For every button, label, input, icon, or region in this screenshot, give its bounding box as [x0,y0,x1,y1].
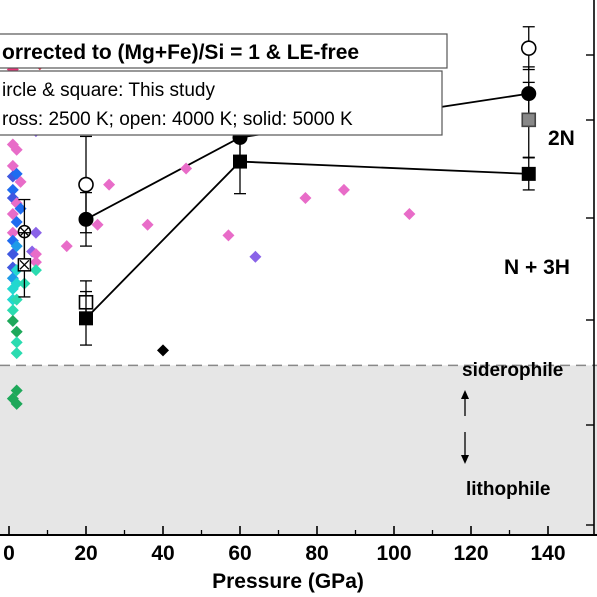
literature-point [60,240,73,253]
literature-point [103,178,116,191]
siderophile-label: siderophile [462,360,563,381]
open-circle-point [520,40,537,56]
literature-point [222,229,235,242]
literature-point [10,325,23,338]
series-label-2n: 2N [548,127,575,150]
legend-title: orrected to (Mg+Fe)/Si = 1 & LE-free [2,41,359,64]
x-axis-ticks: 0 20 40 60 80 100 120 140 [3,526,566,565]
cross-mark [19,226,30,237]
legend-line-1: ircle & square: This study [2,80,215,101]
literature-point [157,344,169,357]
solid-square-point [79,311,93,326]
solid-square-point [521,166,536,181]
legend-box-2 [0,70,443,136]
literature-point [10,384,23,397]
x-axis-label: Pressure (GPa) [212,570,364,593]
literature-point [10,143,23,156]
literature-point [29,248,42,261]
x-tick-label: 80 [305,542,328,565]
solid-circle-point [78,211,94,227]
literature-point [337,183,350,196]
cross-mark [19,259,30,270]
series-line [85,160,529,319]
literature-point [29,256,42,269]
legend-line-2: ross: 2500 K; open: 4000 K; solid: 5000 … [2,109,353,130]
literature-point [10,277,23,290]
literature-point [403,208,416,220]
literature-point [10,240,23,253]
literature-point [26,245,39,258]
literature-point [6,183,19,196]
literature-point [249,250,262,263]
literature-point [141,218,154,231]
gray-square-point [521,112,537,128]
lithophile-label: lithophile [466,479,550,500]
open-circle-point [78,176,94,193]
up-arrow-icon [461,390,469,416]
literature-point [6,315,19,327]
literature-point [29,264,42,277]
series-label-n3h: N + 3H [504,256,570,279]
literature-point [299,191,312,204]
x-tick-label: 120 [453,542,488,565]
literature-point [14,202,27,215]
x-tick-label: 140 [530,542,565,565]
literature-point [10,347,23,360]
x-tick-label: 60 [228,542,251,565]
x-tick-label: 40 [151,542,174,565]
down-arrow-icon [461,432,469,464]
literature-point [6,226,19,239]
literature-point [10,397,23,410]
literature-point [180,162,193,175]
lithophile-region [0,365,597,535]
solid-square-point [233,154,247,169]
plot-frame [0,0,597,536]
legend-box-1 [0,33,448,69]
literature-point [91,218,104,231]
x-tick-label: 0 [3,542,15,565]
literature-point [6,304,19,317]
literature-point [14,175,27,188]
x-tick-label: 100 [376,542,411,565]
literature-point [10,216,23,229]
literature-point [10,336,23,349]
literature-point [29,226,42,239]
x-tick-label: 20 [74,542,97,565]
